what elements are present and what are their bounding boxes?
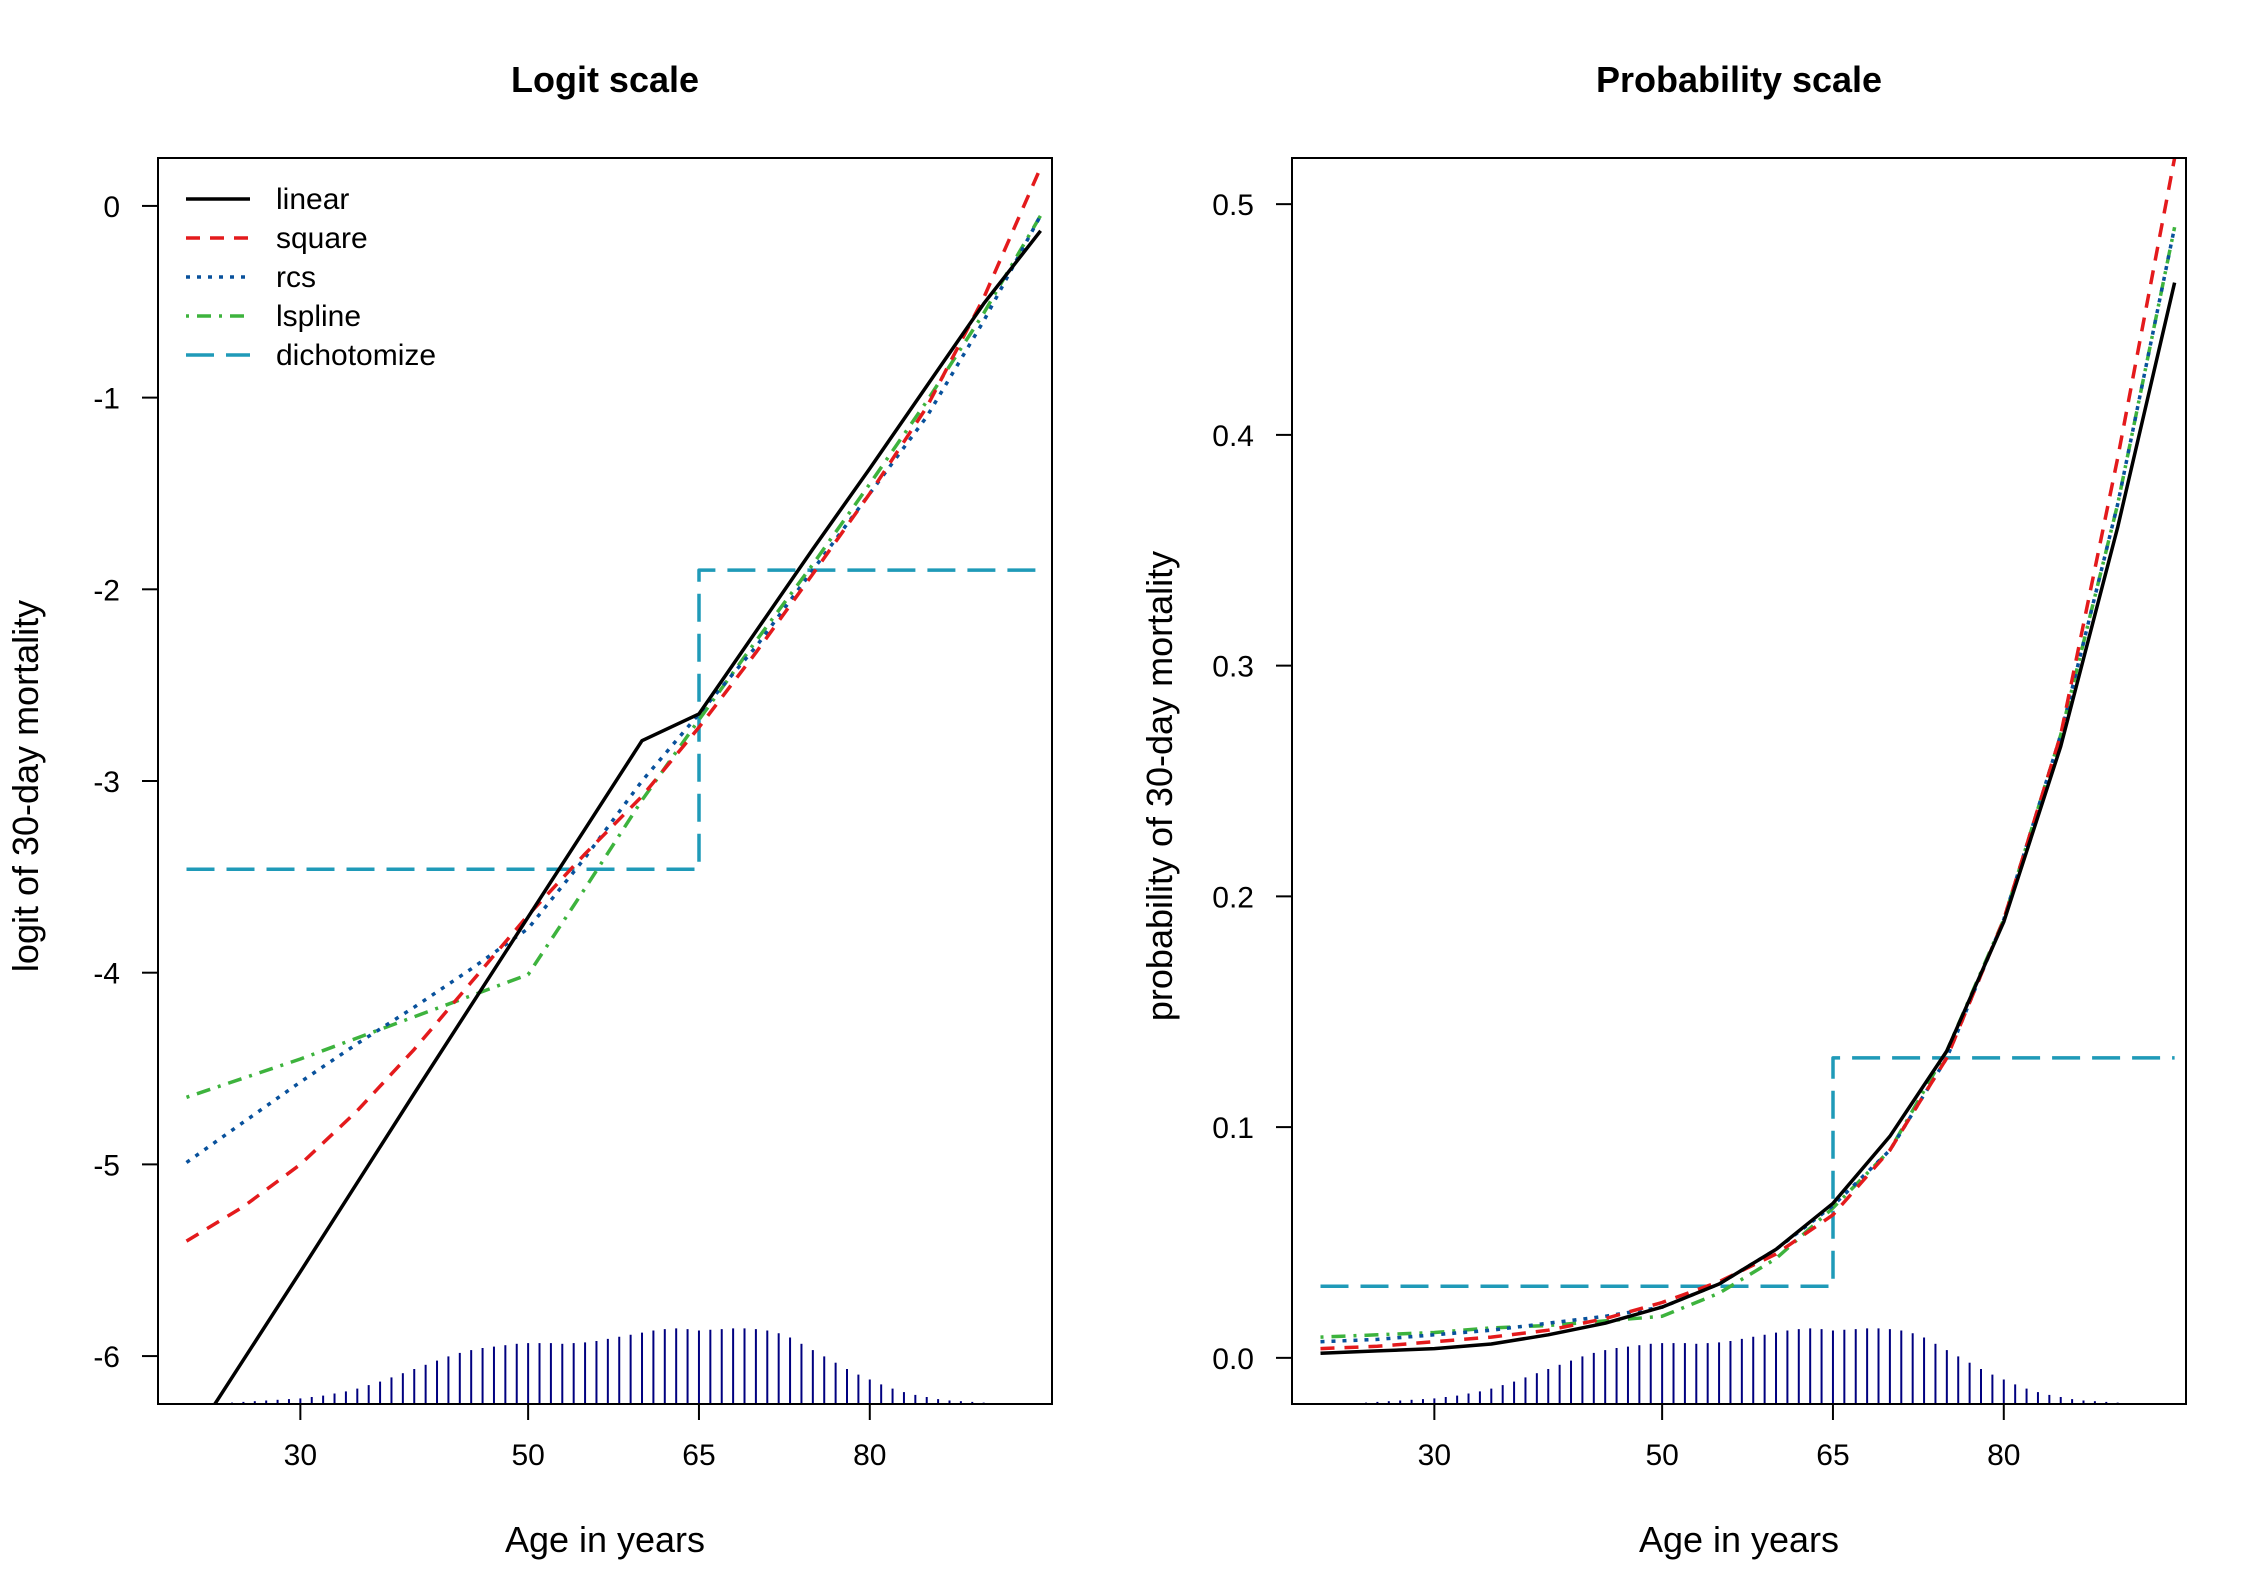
y-tick-label: -2 xyxy=(93,574,120,607)
y-tick-label: -1 xyxy=(93,383,120,416)
x-tick-label: 80 xyxy=(1987,1439,2020,1472)
series-line-rcs xyxy=(1320,226,2177,1344)
x-tick-label: 65 xyxy=(1816,1439,1849,1472)
rug-plot xyxy=(1365,1328,2119,1404)
probability-scale-panel: Probability scale Age in years probabili… xyxy=(1139,59,2187,1560)
y-tick-label: 0.5 xyxy=(1212,189,1254,222)
y-axis: 0.0 0.1 0.2 0.3 0.4 0.5 xyxy=(1212,189,1292,1376)
legend-label-lspline: lspline xyxy=(276,300,361,333)
x-axis: 30 50 65 80 xyxy=(1418,1404,2020,1472)
logit-scale-panel: Logit scale Age in years logit of 30-day… xyxy=(5,59,1053,1560)
y-tick-label: -6 xyxy=(93,1341,120,1374)
legend-label-square: square xyxy=(276,222,368,255)
y-tick-label: 0.4 xyxy=(1212,420,1254,453)
y-tick-label: -4 xyxy=(93,958,120,991)
series-line-rcs xyxy=(185,214,1043,1164)
series-line-linear xyxy=(1320,282,2177,1355)
y-axis: 0 -1 -2 -3 -4 -5 -6 xyxy=(93,191,158,1374)
legend: linear square rcs lspline dichotomize xyxy=(186,183,436,372)
series-line-square xyxy=(1320,158,2177,1351)
x-tick-label: 80 xyxy=(853,1439,886,1472)
y-tick-label: -3 xyxy=(93,766,120,799)
x-tick-label: 65 xyxy=(682,1439,715,1472)
x-axis-label: Age in years xyxy=(505,1519,705,1560)
y-axis-label: probability of 30-day mortality xyxy=(1139,551,1180,1021)
y-tick-label: 0.1 xyxy=(1212,1112,1254,1145)
x-tick-label: 50 xyxy=(1645,1439,1678,1472)
series-line-linear xyxy=(213,229,1042,1404)
rug-plot xyxy=(231,1328,985,1404)
plot-frame xyxy=(1291,157,2187,1405)
legend-label-rcs: rcs xyxy=(276,261,316,294)
legend-label-dichotomize: dichotomize xyxy=(276,339,436,372)
x-axis: 30 50 65 80 xyxy=(284,1404,886,1472)
series-layer xyxy=(185,166,1043,1404)
x-tick-label: 50 xyxy=(511,1439,544,1472)
y-tick-label: 0.0 xyxy=(1212,1343,1254,1376)
y-tick-label: -5 xyxy=(93,1149,120,1182)
x-axis-label: Age in years xyxy=(1639,1519,1839,1560)
x-tick-label: 30 xyxy=(1418,1439,1451,1472)
panel-title: Logit scale xyxy=(511,59,699,100)
series-line-dichotomize xyxy=(1320,1056,2175,1289)
series-line-dichotomize xyxy=(186,568,1041,871)
y-tick-label: 0.3 xyxy=(1212,651,1254,684)
y-axis-label: logit of 30-day mortality xyxy=(5,600,46,972)
series-line-square xyxy=(185,166,1043,1243)
x-tick-label: 30 xyxy=(284,1439,317,1472)
legend-label-linear: linear xyxy=(276,183,349,216)
panel-title: Probability scale xyxy=(1596,59,1882,100)
y-tick-label: 0.2 xyxy=(1212,881,1254,914)
series-layer xyxy=(1320,158,2177,1355)
y-tick-label: 0 xyxy=(103,191,120,224)
